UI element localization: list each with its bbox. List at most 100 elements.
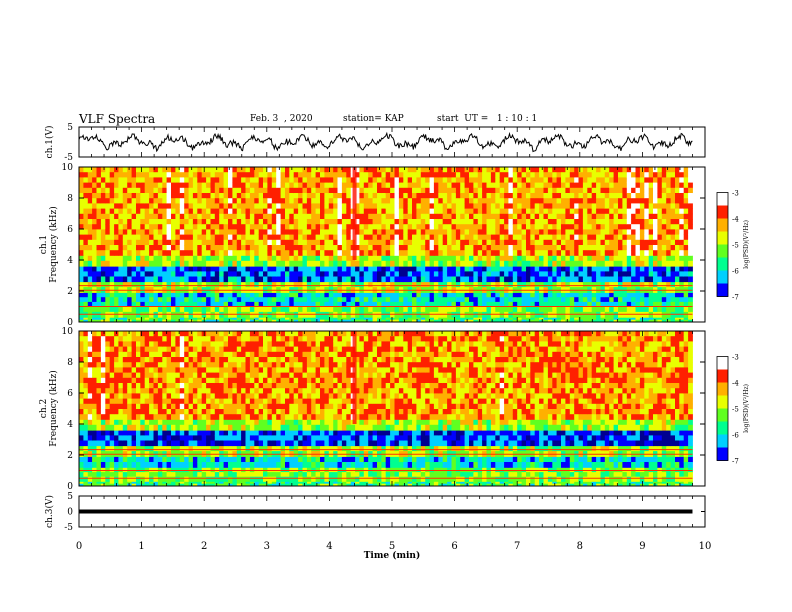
spectrogram-cell <box>604 245 610 251</box>
spectrogram-cell <box>407 177 413 183</box>
spectrogram-cell <box>350 271 356 277</box>
spectrogram-cell <box>228 198 233 204</box>
spectrogram-cell <box>372 306 378 313</box>
spectrogram-cell <box>666 239 671 246</box>
spectrogram-cell <box>412 271 417 277</box>
spectrogram-cell <box>385 271 391 277</box>
spectrogram-cell <box>263 245 268 251</box>
spectrogram-cell <box>508 239 514 246</box>
spectrogram-cell <box>666 208 671 215</box>
spectrogram-cell <box>482 187 487 194</box>
spectrogram-cell <box>96 224 102 230</box>
spectrogram-cell <box>153 177 159 183</box>
spectrogram-cell <box>504 319 509 323</box>
spectrogram-cell <box>276 250 281 256</box>
spectrogram-cell <box>368 292 373 298</box>
spectrogram-cell <box>648 481 654 485</box>
spectrogram-cell <box>100 467 106 473</box>
spectrogram-cell <box>214 260 220 267</box>
spectrogram-cell <box>210 472 216 478</box>
spectrogram-cell <box>122 481 128 485</box>
spectrogram-cell <box>92 167 97 173</box>
spectrogram-cell <box>433 472 439 478</box>
spectrogram-cell <box>675 177 680 183</box>
colorbar-cell <box>717 241 728 245</box>
spectrogram-cell <box>210 198 216 204</box>
spectrogram-cell <box>114 193 119 199</box>
spectrogram-cell <box>609 208 614 215</box>
spectrogram-cell <box>122 167 128 173</box>
spectrogram-cell <box>192 250 198 256</box>
spectrogram-cell <box>105 208 111 215</box>
spectrogram-cell <box>280 311 286 318</box>
spectrogram-cell <box>249 250 255 256</box>
spectrogram-cell <box>508 172 514 178</box>
spectrogram-cell <box>508 208 514 215</box>
spectrogram-cell <box>280 167 286 173</box>
spectrogram-cell <box>596 234 601 241</box>
spectrogram-cell <box>179 317 185 321</box>
spectrogram-cell <box>122 311 128 318</box>
spectrogram-cell <box>179 301 185 307</box>
spectrogram-cell <box>118 276 124 283</box>
spectrogram-cell <box>232 224 238 230</box>
spectrogram-cell <box>578 177 584 183</box>
spectrogram-cell <box>359 229 365 235</box>
spectrogram-cell <box>197 219 203 225</box>
spectrogram-cell <box>688 198 693 204</box>
spectrogram-cell <box>420 306 426 313</box>
spectrogram-cell <box>149 255 154 262</box>
spectrogram-cell <box>526 297 531 303</box>
spectrogram-cell <box>166 250 172 256</box>
spectrogram-cell <box>657 239 663 246</box>
spectrogram-cell <box>206 224 211 230</box>
spectrogram-cell <box>355 481 360 485</box>
spectrogram-cell <box>490 483 496 487</box>
spectrogram-cell <box>276 229 281 235</box>
spectrogram-cell <box>96 239 102 246</box>
spectrogram-cell <box>377 239 382 246</box>
spectrogram-cell <box>214 245 220 251</box>
spectrogram-cell <box>285 319 290 323</box>
spectrogram-cell <box>394 213 400 220</box>
spectrogram-cell <box>79 239 84 246</box>
spectrogram-cell <box>166 311 172 318</box>
spectrogram-cell <box>639 255 645 262</box>
spectrogram-cell <box>420 319 426 323</box>
spectrogram-cell <box>653 266 658 272</box>
spectrogram-cell <box>372 167 378 173</box>
spectrogram-cell <box>372 297 378 303</box>
spectrogram-cell <box>179 472 185 478</box>
spectrogram-cell <box>543 245 549 251</box>
spectrogram-cell <box>517 311 522 318</box>
spectrogram-cell <box>596 250 601 256</box>
spectrogram-cell <box>407 182 413 189</box>
spectrogram-cell <box>179 276 185 283</box>
spectrogram-cell <box>683 234 689 241</box>
spectrogram-cell <box>285 260 290 267</box>
spectrogram-cell <box>394 198 400 204</box>
spectrogram-cell <box>192 317 198 321</box>
spectrogram-cell <box>210 245 216 251</box>
spectrogram-cell <box>271 306 277 313</box>
spectrogram-cell <box>521 481 527 485</box>
spectrogram-cell <box>293 301 299 307</box>
spectrogram-cell <box>377 306 382 313</box>
spectrogram-cell <box>451 234 457 241</box>
spectrogram-cell <box>166 229 172 235</box>
spectrogram-cell <box>661 213 667 220</box>
spectrogram-cell <box>131 260 137 267</box>
spectrogram-cell <box>626 172 632 178</box>
spectrogram-cell <box>618 483 623 487</box>
spectrogram-cell <box>460 239 465 246</box>
spectrogram-cell <box>175 182 181 189</box>
spectrogram-cell <box>175 317 181 321</box>
spectrogram-cell <box>127 203 132 209</box>
spectrogram-cell <box>429 281 435 288</box>
spectrogram-cell <box>381 239 387 246</box>
spectrogram-cell <box>175 224 181 230</box>
spectrogram-cell <box>688 229 693 235</box>
spectrogram-cell <box>455 198 461 204</box>
spectrogram-cell <box>385 281 391 288</box>
spectrogram-cell <box>574 276 579 283</box>
